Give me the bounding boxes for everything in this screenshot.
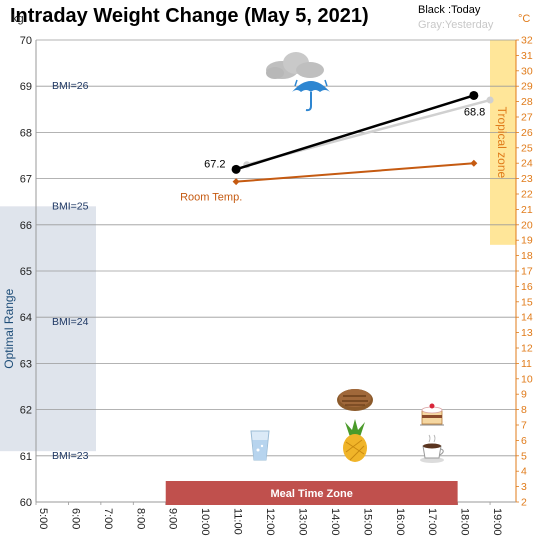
- coffee-cup-icon: [420, 434, 444, 463]
- x-tick-label: 17:00: [426, 508, 438, 536]
- left-tick-label: 63: [20, 358, 32, 370]
- chart-title: Intraday Weight Change (May 5, 2021): [10, 5, 369, 27]
- left-tick-label: 65: [20, 266, 32, 278]
- right-tick-label: 27: [521, 112, 533, 124]
- optimal-range-band: [0, 206, 96, 452]
- x-tick-label: 8:00: [134, 508, 146, 529]
- x-tick-label: 11:00: [232, 508, 244, 535]
- right-unit-label: °C: [518, 13, 530, 25]
- series-room-temp-point: [232, 178, 240, 186]
- right-tick-label: 8: [521, 404, 527, 416]
- today-data-label: 68.8: [464, 106, 485, 118]
- right-tick-label: 7: [521, 420, 527, 432]
- x-tick-label: 5:00: [37, 508, 49, 529]
- series-layer: Room Temp. 67.2 68.8: [180, 90, 494, 204]
- left-tick-label: 62: [20, 405, 32, 417]
- right-tick-label: 6: [521, 435, 527, 447]
- right-tick-label: 26: [521, 127, 533, 139]
- series-today-line: [235, 94, 475, 171]
- legend-today: Black :Today: [418, 4, 481, 16]
- right-tick-label: 31: [521, 50, 533, 62]
- x-tick-label: 12:00: [264, 508, 276, 536]
- right-tick-label: 29: [521, 81, 533, 93]
- bmi-label: BMI=25: [52, 200, 89, 212]
- meal-time-zone-label: Meal Time Zone: [271, 488, 353, 500]
- left-tick-label: 66: [20, 220, 32, 232]
- left-tick-label: 67: [20, 174, 32, 186]
- right-tick-label: 24: [521, 158, 533, 170]
- meal-time-zone: [165, 481, 458, 505]
- x-tick-label: 7:00: [102, 508, 114, 529]
- umbrella-icon: [292, 79, 330, 112]
- right-tick-label: 11: [521, 358, 532, 370]
- legend-yesterday: Gray:Yesterday: [418, 19, 494, 31]
- left-tick-label: 64: [20, 312, 32, 324]
- right-tick-label: 25: [521, 142, 533, 154]
- left-unit-label: kg: [12, 13, 24, 25]
- right-tick-label: 5: [521, 450, 527, 462]
- x-tick-label: 13:00: [296, 508, 308, 536]
- cake-icon: [420, 403, 444, 426]
- cloud-icon: [266, 52, 324, 79]
- right-tick-label: 14: [521, 312, 533, 324]
- right-tick-label: 15: [521, 296, 533, 308]
- series-room-temp-point: [470, 159, 478, 167]
- right-tick-label: 20: [521, 219, 533, 231]
- right-tick-label: 13: [521, 327, 533, 339]
- x-tick-label: 10:00: [199, 508, 211, 536]
- x-tick-label: 9:00: [167, 508, 179, 529]
- optimal-range-label: Optimal Range: [2, 288, 16, 368]
- left-tick-labels: 60 61 62 63 64 65 66 67 68 69 70: [20, 35, 32, 509]
- left-tick-label: 70: [20, 35, 32, 47]
- right-tick-label: 22: [521, 189, 533, 201]
- right-tick-label: 2: [521, 497, 527, 509]
- right-tick-label: 18: [521, 250, 533, 262]
- left-tick-label: 60: [20, 497, 32, 509]
- bmi-label: BMI=26: [52, 80, 89, 92]
- series-today-point: [469, 90, 479, 100]
- right-tick-labels: 2345678910111213141516171819202122232425…: [516, 35, 533, 509]
- right-tick-label: 16: [521, 281, 533, 293]
- grilled-meat-icon: [337, 389, 373, 411]
- right-tick-label: 4: [521, 466, 527, 478]
- right-tick-label: 9: [521, 389, 527, 401]
- series-yesterday-point: [486, 96, 494, 104]
- pineapple-icon: [343, 419, 367, 462]
- series-today-point: [231, 164, 241, 174]
- x-tick-label: 15:00: [361, 508, 373, 536]
- bmi-label: BMI=23: [52, 450, 89, 462]
- rain-cloud-umbrella-icon: [266, 52, 330, 112]
- right-tick-label: 28: [521, 96, 533, 108]
- right-tick-label: 23: [521, 173, 533, 185]
- x-tick-labels: 5:00 6:00 7:00 8:00 9:00 10:00 11:00 12:00 13:00…: [35, 502, 503, 536]
- tropical-zone-label: Tropical zone: [495, 107, 509, 179]
- gridlines: [36, 39, 516, 457]
- x-tick-label: 16:00: [394, 508, 406, 536]
- today-data-label: 67.2: [204, 158, 225, 170]
- left-tick-label: 68: [20, 127, 32, 139]
- right-tick-label: 19: [521, 235, 533, 247]
- x-tick-label: 6:00: [69, 508, 81, 529]
- bmi-labels: BMI=26 BMI=25 BMI=24 BMI=23: [52, 80, 89, 462]
- x-tick-label: 14:00: [329, 508, 341, 536]
- series-room-temp-line: [236, 162, 474, 183]
- right-tick-label: 32: [521, 35, 533, 47]
- left-tick-label: 69: [20, 81, 32, 93]
- right-tick-label: 21: [521, 204, 533, 216]
- right-tick-label: 3: [521, 481, 527, 493]
- water-glass-icon: [250, 430, 270, 461]
- x-tick-label: 18:00: [459, 508, 471, 536]
- room-temp-label: Room Temp.: [180, 192, 242, 204]
- right-tick-label: 30: [521, 65, 533, 77]
- right-tick-label: 10: [521, 373, 533, 385]
- x-tick-label: 19:00: [491, 508, 503, 536]
- left-tick-label: 61: [20, 451, 32, 463]
- right-tick-label: 17: [521, 266, 533, 278]
- right-tick-label: 12: [521, 343, 533, 355]
- bmi-label: BMI=24: [52, 316, 89, 328]
- tropical-zone-band: [490, 40, 516, 245]
